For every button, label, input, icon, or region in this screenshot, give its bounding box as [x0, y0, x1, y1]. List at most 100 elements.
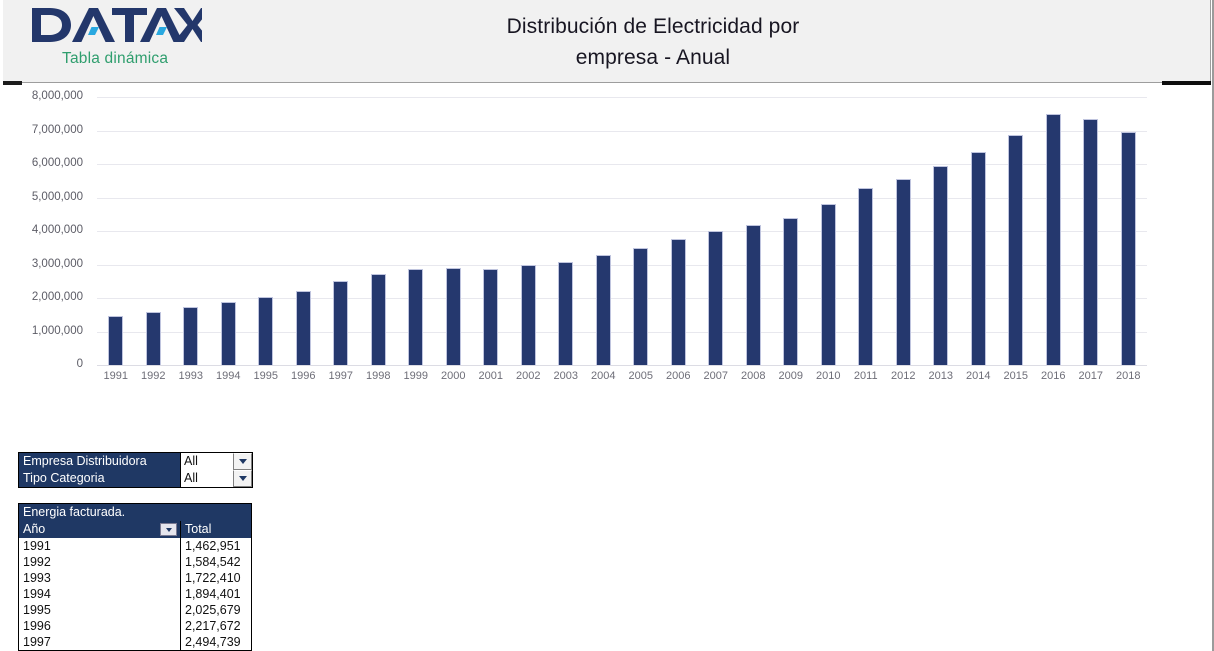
table-row: 1995 2,025,679 — [19, 602, 251, 618]
filter-value[interactable]: All — [181, 470, 233, 487]
chevron-down-icon — [165, 527, 172, 532]
chart-bar[interactable] — [258, 297, 274, 365]
bar-slot — [397, 97, 435, 365]
table-cell-total: 2,494,739 — [185, 635, 241, 649]
gridline — [97, 197, 1147, 199]
x-axis-tick-label: 1994 — [216, 370, 241, 382]
chart-bar[interactable] — [970, 151, 986, 365]
gridline — [97, 331, 1147, 333]
bar-slot — [547, 97, 585, 365]
chart-bar[interactable] — [783, 217, 799, 365]
filter-label: Empresa Distribuidora — [19, 453, 181, 470]
bar-slot — [1072, 97, 1110, 365]
filter-row: Empresa Distribuidora All — [19, 453, 252, 470]
y-axis-tick-label: 6,000,000 — [31, 157, 83, 169]
bar-slot — [885, 97, 923, 365]
chart-bar[interactable] — [108, 316, 124, 365]
pivot-table-body: 1991 1,462,951 1992 1,584,542 1993 1,722,410 1… — [19, 538, 251, 650]
gridline — [97, 231, 1147, 232]
table-cell-year: 1996 — [19, 618, 181, 634]
table-row: 1993 1,722,410 — [19, 570, 251, 586]
bar-slot — [622, 97, 660, 365]
x-axis-tick-label: 2009 — [778, 370, 803, 382]
table-row: 1996 2,217,672 — [19, 618, 251, 634]
chart-bar[interactable] — [295, 290, 311, 365]
chart-bar[interactable] — [633, 247, 649, 365]
x-axis-tick-label: 2007 — [703, 370, 728, 382]
table-cell-year: 1994 — [19, 586, 181, 602]
page-title-line1: Distribución de Electricidad por — [506, 15, 800, 38]
x-axis-tick-label: 2016 — [1041, 370, 1066, 382]
chart-bar[interactable] — [483, 268, 499, 365]
chart-bar[interactable] — [708, 231, 724, 365]
gridline — [97, 298, 1147, 299]
pivot-header-total: Total — [185, 522, 212, 536]
bar-slot — [697, 97, 735, 365]
chart-bar[interactable] — [670, 238, 686, 365]
table-row: 1994 1,894,401 — [19, 586, 251, 602]
chevron-down-icon — [238, 459, 247, 464]
bar-slot — [435, 97, 473, 365]
gridline — [97, 164, 1147, 165]
chart-bar[interactable] — [895, 178, 911, 365]
chart-bar[interactable] — [520, 264, 536, 365]
chart-bar[interactable] — [595, 254, 611, 365]
chart-bar[interactable] — [408, 269, 424, 365]
chart-bar[interactable] — [370, 274, 386, 365]
bar-slot — [510, 97, 548, 365]
bar-slot — [285, 97, 323, 365]
chart-bar[interactable] — [558, 261, 574, 365]
gridline — [97, 264, 1147, 266]
chart-bar[interactable] — [745, 225, 761, 365]
chart-bars — [97, 97, 1147, 365]
x-axis-tick-label: 2018 — [1116, 370, 1141, 382]
bar-slot — [97, 97, 135, 365]
x-axis-tick-label: 2014 — [966, 370, 991, 382]
table-cell-year: 1991 — [19, 538, 181, 554]
x-axis-tick-label: 2004 — [591, 370, 616, 382]
filter-dropdown-button[interactable] — [233, 453, 252, 470]
x-axis-tick-label: 2005 — [628, 370, 653, 382]
chart-bar[interactable] — [1045, 114, 1061, 365]
filter-value[interactable]: All — [181, 453, 233, 470]
header-band: Tabla dinámica Distribución de Electrici… — [3, 0, 1211, 83]
chart-bar[interactable] — [858, 188, 874, 365]
table-row: 1997 2,494,739 — [19, 634, 251, 650]
table-cell-total: 1,722,410 — [185, 571, 241, 585]
chart-bar[interactable] — [183, 307, 199, 365]
bar-slot — [322, 97, 360, 365]
x-axis-tick-label: 2002 — [516, 370, 541, 382]
chart-bar[interactable] — [220, 301, 236, 365]
gridline — [97, 365, 1147, 366]
table-row: 1991 1,462,951 — [19, 538, 251, 554]
pivot-table: Energia facturada. Año Total 1991 1,462,9… — [18, 503, 252, 651]
x-axis-tick-label: 2013 — [928, 370, 953, 382]
chart-bar[interactable] — [1120, 132, 1136, 365]
x-axis-tick-label: 2003 — [553, 370, 578, 382]
y-axis-tick-label: 8,000,000 — [31, 90, 83, 102]
table-cell-total: 1,894,401 — [185, 587, 241, 601]
chart-bar[interactable] — [1083, 119, 1099, 365]
chart-bar[interactable] — [820, 204, 836, 365]
brand-logo: Tabla dinámica — [30, 6, 360, 78]
chart-bar[interactable] — [333, 281, 349, 365]
pivot-year-filter-dropdown-icon[interactable] — [160, 523, 177, 536]
bar-slot — [1035, 97, 1073, 365]
datax-logo-icon — [32, 8, 202, 42]
gridline — [97, 130, 1147, 132]
chart-bar[interactable] — [933, 166, 949, 365]
bar-slot — [210, 97, 248, 365]
chart-bar[interactable] — [1008, 135, 1024, 365]
pivot-header-year-label: Año — [23, 522, 46, 536]
chart-bar[interactable] — [445, 268, 461, 365]
chart-bar[interactable] — [145, 311, 161, 365]
x-axis-tick-label: 2000 — [441, 370, 466, 382]
pivot-header-year: Año — [19, 521, 181, 538]
y-axis-tick-label: 2,000,000 — [31, 291, 83, 303]
filter-dropdown-button[interactable] — [233, 470, 252, 487]
table-cell-year: 1993 — [19, 570, 181, 586]
y-axis-tick-label: 7,000,000 — [31, 123, 83, 136]
x-axis-tick-label: 2011 — [853, 370, 878, 382]
x-axis-tick-label: 2012 — [891, 370, 916, 382]
